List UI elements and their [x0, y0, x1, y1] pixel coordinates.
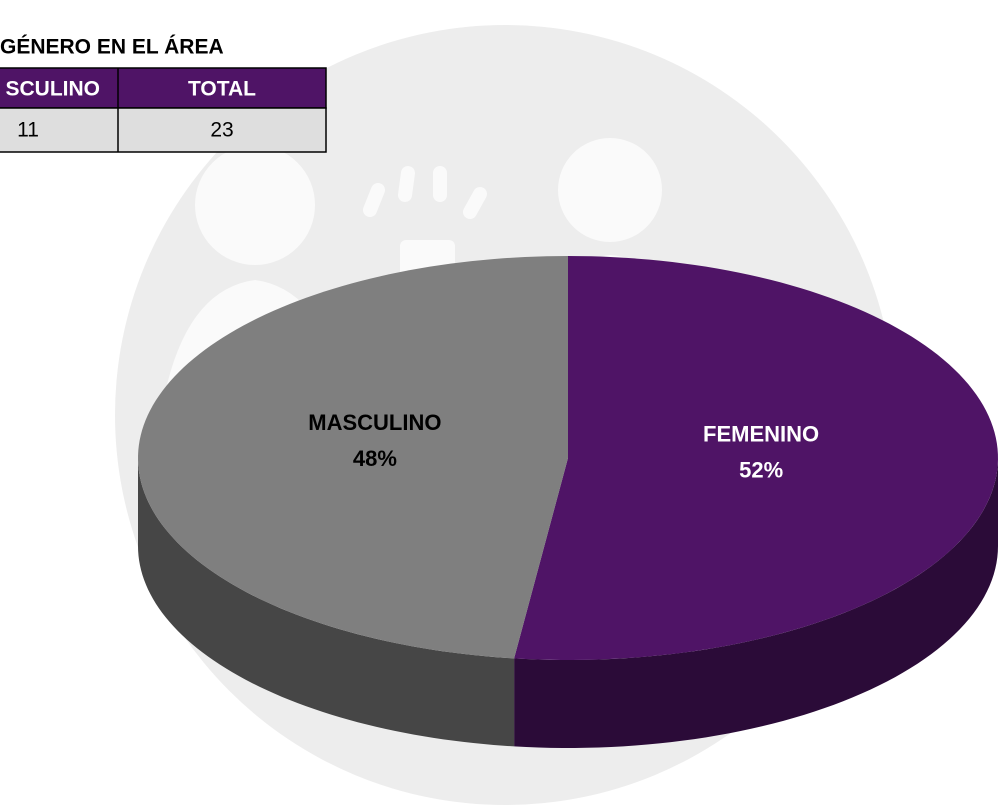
table-title: GÉNERO EN EL ÁREA — [0, 36, 224, 59]
page: GÉNERO EN EL ÁREA SCULINO TOTAL 11 23 FE… — [0, 0, 1000, 805]
table-cell: 23 — [210, 119, 233, 142]
table: SCULINO TOTAL 11 23 — [0, 68, 326, 152]
table-header: TOTAL — [188, 78, 256, 101]
slice-value-label: 48% — [353, 446, 397, 471]
table-header: SCULINO — [6, 78, 101, 101]
slice-label: FEMENINO — [703, 422, 819, 447]
pie-tops: FEMENINO 52% MASCULINO 48% — [138, 256, 998, 660]
pie: FEMENINO 52% MASCULINO 48% — [138, 256, 998, 748]
table-cell: 11 — [17, 119, 39, 142]
slice-label: MASCULINO — [308, 410, 441, 435]
slice-value-label: 52% — [739, 458, 783, 483]
